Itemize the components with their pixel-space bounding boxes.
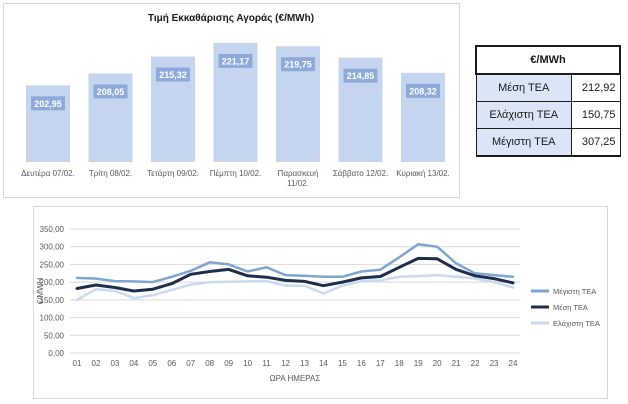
y-tick-label: 150,00 — [40, 296, 65, 305]
bar-value-label-bg — [31, 96, 65, 111]
stats-row-label: Μέση ΤΕΑ — [475, 73, 572, 102]
x-tick-label: 04 — [129, 359, 138, 368]
bar-category-label: Παρασκευή 11/02. — [278, 169, 319, 188]
line-chart: 0,00 50,00 100,00 150,00 200,00 250,00 300,00 3… — [36, 225, 600, 383]
stats-table-header: €/MWh — [475, 45, 621, 75]
x-tick-label: 10 — [243, 359, 252, 368]
bar-value-label-bg — [156, 67, 190, 82]
y-tick-label: 0,00 — [48, 349, 64, 358]
x-tick-label: 01 — [73, 359, 82, 368]
stats-row-value: 307,25 — [570, 128, 621, 157]
y-tick-label: 100,00 — [40, 314, 65, 323]
legend-label: Μέση ΤΕΑ — [553, 303, 588, 312]
bar-value-label-bg — [343, 68, 378, 83]
stats-row-value: 150,75 — [570, 101, 621, 129]
bar-value-label: 219,75 — [284, 60, 312, 70]
bar-chart: Τιμή Εκκαθάρισης Αγοράς (€/MWh) 202,95 Δευ… — [21, 13, 450, 188]
x-tick-label: 17 — [376, 359, 385, 368]
x-tick-label: 09 — [224, 359, 233, 368]
x-tick-label: 24 — [509, 359, 518, 368]
bar-category-label: Τετάρτη 09/02. — [147, 169, 199, 178]
x-tick-label: 19 — [414, 359, 423, 368]
x-tick-label: 08 — [205, 359, 214, 368]
x-tick-label: 18 — [395, 359, 404, 368]
bar-value-label-bg — [281, 57, 315, 72]
bar-category-label: Σάββατο 12/02. — [333, 169, 388, 178]
legend-label: Ελάχιστη ΤΕΑ — [553, 319, 600, 328]
bar-value-label: 208,05 — [97, 87, 125, 97]
bar-value-label-bg — [406, 83, 440, 98]
legend-label: Μέγιστη ΤΕΑ — [553, 287, 596, 296]
y-tick-label: 350,00 — [40, 225, 65, 234]
y-tick-label: 300,00 — [40, 243, 65, 252]
series-line — [75, 242, 515, 284]
x-tick-label: 14 — [319, 359, 328, 368]
stats-row-label: Μέγιστη ΤΕΑ — [475, 128, 572, 157]
series-line — [75, 273, 515, 302]
series-line — [75, 256, 515, 293]
bar-value-label: 215,32 — [159, 70, 187, 80]
bar-category-label: Κυριακή 13/02. — [396, 169, 450, 178]
y-tick-label: 250,00 — [40, 260, 65, 269]
bar-value-label: 221,17 — [222, 56, 250, 66]
bar-value-label-bg — [93, 84, 128, 99]
bar-category-label: Πέμπτη 10/02. — [210, 169, 262, 178]
bar-value-label: 202,95 — [34, 99, 62, 109]
x-tick-label: 03 — [110, 359, 119, 368]
x-tick-label: 16 — [357, 359, 366, 368]
x-tick-label: 20 — [433, 359, 442, 368]
x-axis-label: ΩΡΑ ΗΜΕΡΑΣ — [270, 374, 321, 383]
bar-value-label: 208,32 — [409, 86, 437, 96]
y-tick-label: 50,00 — [44, 331, 65, 340]
line-chart-panel: 0,00 50,00 100,00 150,00 200,00 250,00 300,00 3… — [33, 206, 608, 399]
stats-table: €/MWh Μέση ΤΕΑ 212,92 Ελάχιστη ΤΕΑ 150,7… — [475, 45, 621, 157]
x-tick-label: 11 — [262, 359, 271, 368]
bar-chart-panel: Τιμή Εκκαθάρισης Αγοράς (€/MWh) 202,95 Δευ… — [3, 3, 460, 198]
x-tick-label: 06 — [167, 359, 176, 368]
bar-value-label-bg — [218, 53, 253, 68]
x-tick-label: 05 — [148, 359, 157, 368]
y-tick-label: 200,00 — [40, 278, 65, 287]
bar-category-label: Τρίτη 08/02. — [89, 169, 132, 178]
x-tick-label: 02 — [92, 359, 101, 368]
x-tick-label: 22 — [471, 359, 480, 368]
x-tick-label: 13 — [300, 359, 309, 368]
bar-value-label: 214,85 — [347, 71, 375, 81]
stats-row-label: Ελάχιστη ΤΕΑ — [475, 101, 572, 129]
bar-category-label: Δευτέρα 07/02. — [21, 169, 75, 178]
x-tick-label: 07 — [186, 359, 195, 368]
x-tick-label: 21 — [452, 359, 461, 368]
y-axis-label: €/MWH — [36, 277, 45, 304]
x-tick-label: 15 — [338, 359, 347, 368]
x-tick-label: 23 — [490, 359, 499, 368]
bar-chart-title: Τιμή Εκκαθάρισης Αγοράς (€/MWh) — [148, 13, 314, 24]
x-tick-label: 12 — [281, 359, 290, 368]
stats-row-value: 212,92 — [570, 73, 621, 102]
